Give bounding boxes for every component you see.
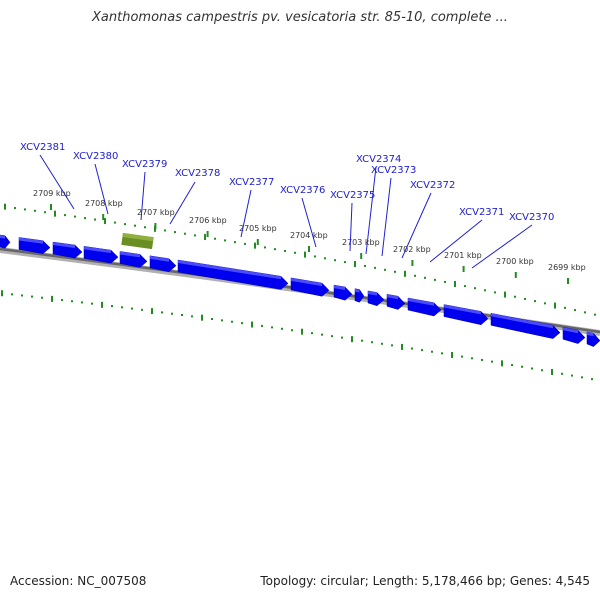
gene-arrow-highlight xyxy=(408,298,434,306)
gene-arrow-highlight xyxy=(355,288,360,293)
gene-arrow[interactable] xyxy=(119,251,148,268)
gene-label[interactable]: XCV2370 xyxy=(509,212,554,223)
tick-label: 2701 kbp xyxy=(444,251,482,260)
tick-label: 2705 kbp xyxy=(239,224,277,233)
tick-label: 2700 kbp xyxy=(496,257,534,266)
leader-line xyxy=(301,197,317,248)
gene-label[interactable]: XCV2373 xyxy=(371,165,416,176)
gene-label[interactable]: XCV2379 xyxy=(122,159,167,170)
gene-label[interactable]: XCV2380 xyxy=(73,151,118,162)
gene-label[interactable]: XCV2376 xyxy=(280,185,325,196)
leader-line xyxy=(349,202,353,252)
tick-label: 2703 kbp xyxy=(342,238,380,247)
gene-arrow-highlight xyxy=(120,251,140,258)
gene-arrow-highlight xyxy=(19,237,43,244)
leader-line xyxy=(429,219,483,263)
gene-arrow-highlight xyxy=(84,246,111,254)
tick-labels: 2709 kbp 2708 kbp 2707 kbp 2706 kbp 2705 kbp… xyxy=(33,189,586,284)
gene-arrow-highlight xyxy=(0,235,5,239)
leader-line xyxy=(401,192,432,259)
inner-tick-track xyxy=(1,290,593,381)
outer-tick-track xyxy=(4,203,596,316)
gene-label[interactable]: XCV2381 xyxy=(20,142,65,153)
tick-label: 2709 kbp xyxy=(33,189,71,198)
leader-line xyxy=(365,166,377,255)
gene-arrow-highlight xyxy=(491,313,553,329)
genome-summary-text: Topology: circular; Length: 5,178,466 bp… xyxy=(260,574,590,588)
leader-line xyxy=(169,181,196,225)
leader-line xyxy=(240,189,252,238)
gene-label[interactable]: XCV2377 xyxy=(229,177,274,188)
gene-label[interactable]: XCV2375 xyxy=(330,190,375,201)
gene-arrow-highlight xyxy=(587,331,594,337)
gene-label[interactable]: XCV2374 xyxy=(356,154,401,165)
page-title: Xanthomonas campestris pv. vesicatoria s… xyxy=(92,10,508,25)
gene-labels: XCV2381 XCV2380 XCV2379 XCV2378 XCV2377 XCV23… xyxy=(20,142,554,269)
gene-arrow-highlight xyxy=(53,242,75,249)
tick-label: 2707 kbp xyxy=(137,208,175,217)
accession-text: Accession: NC_007508 xyxy=(10,574,147,588)
gene-arrow-highlight xyxy=(387,294,398,300)
gene-arrow-highlight xyxy=(368,290,377,296)
highlighted-gene[interactable] xyxy=(121,232,154,250)
gene-arrow-highlight xyxy=(444,304,481,315)
gene-label[interactable]: XCV2378 xyxy=(175,168,220,179)
leader-line xyxy=(471,224,533,269)
leader-line xyxy=(140,171,146,221)
tick-label: 2708 kbp xyxy=(85,199,123,208)
tick-label: 2699 kbp xyxy=(548,263,586,272)
gene-label[interactable]: XCV2371 xyxy=(459,207,504,218)
leader-line xyxy=(94,163,109,215)
leader-line xyxy=(381,177,392,257)
gene-track xyxy=(0,234,600,347)
gene-label[interactable]: XCV2372 xyxy=(410,180,455,191)
tick-label: 2702 kbp xyxy=(393,245,431,254)
gene-arrow-highlight xyxy=(334,285,345,290)
gene-arrow-highlight xyxy=(178,260,281,280)
tick-label: 2706 kbp xyxy=(189,216,227,225)
gene-arrow-highlight xyxy=(563,327,578,334)
gene-arrow-highlight xyxy=(150,255,169,262)
tick-label: 2704 kbp xyxy=(290,231,328,240)
gene-arrow-highlight xyxy=(291,277,322,287)
leader-line xyxy=(39,154,75,210)
